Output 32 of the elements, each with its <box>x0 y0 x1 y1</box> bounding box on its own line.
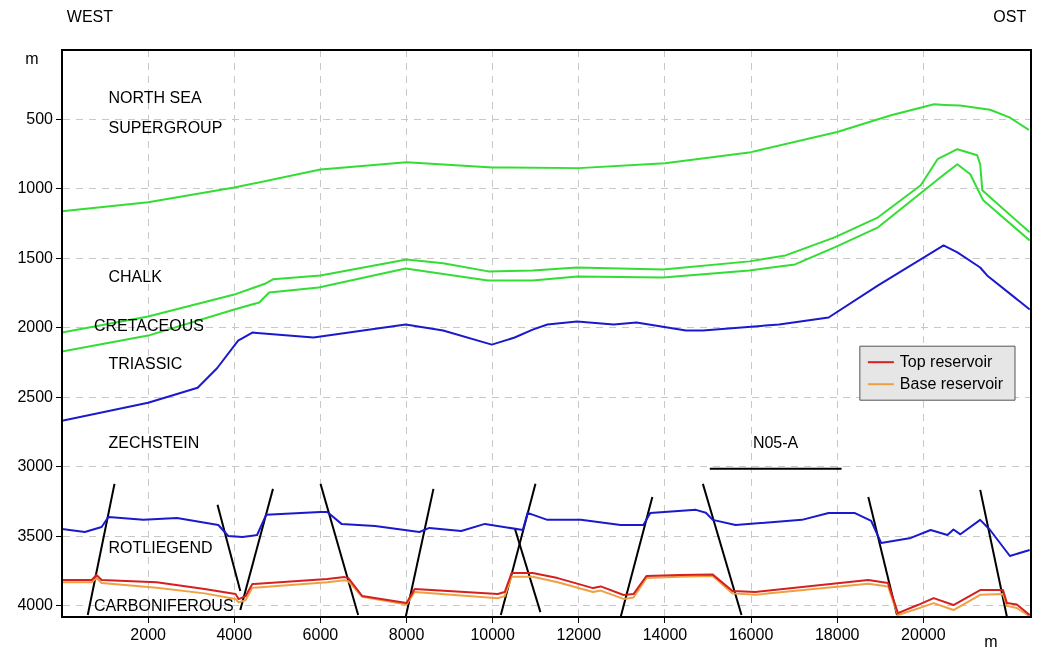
y-tick-label: 3000 <box>17 457 54 475</box>
annotation: CHALK <box>108 268 163 286</box>
x-tick-label: 8000 <box>388 626 425 644</box>
x-tick-label: 20000 <box>901 626 946 644</box>
y-tick-label: 1500 <box>17 248 54 266</box>
y-tick-label: 500 <box>26 109 54 127</box>
legend-label: Top reservoir <box>899 352 993 370</box>
x-tick-label: 2000 <box>130 626 167 644</box>
annotation: NORTH SEA <box>108 88 202 106</box>
annotation: N05-A <box>752 433 799 451</box>
legend-label: Base reservoir <box>899 374 1004 392</box>
y-axis-title: m <box>25 50 39 68</box>
y-tick-label: 2500 <box>17 387 54 405</box>
x-tick-label: 10000 <box>470 626 516 644</box>
annotation: SUPERGROUP <box>108 118 223 136</box>
x-tick-label: 12000 <box>556 626 602 644</box>
text: WEST <box>66 7 114 25</box>
y-tick-label: 1000 <box>17 179 54 197</box>
annotation: TRIASSIC <box>108 354 183 372</box>
text: OST <box>993 7 1027 25</box>
annotation: ZECHSTEIN <box>108 433 200 451</box>
y-tick-label: 3500 <box>17 526 54 544</box>
y-tick-label: 2000 <box>17 318 54 336</box>
x-tick-label: 4000 <box>216 626 253 644</box>
x-tick-label: 18000 <box>814 626 860 644</box>
annotation: ROTLIEGEND <box>108 539 213 557</box>
x-tick-label: 14000 <box>642 626 688 644</box>
x-tick-label: 16000 <box>728 626 774 644</box>
y-tick-label: 4000 <box>17 596 54 614</box>
annotation: CARBONIFEROUS <box>93 597 234 615</box>
x-axis-title: m <box>984 633 998 651</box>
x-tick-label: 6000 <box>302 626 339 644</box>
